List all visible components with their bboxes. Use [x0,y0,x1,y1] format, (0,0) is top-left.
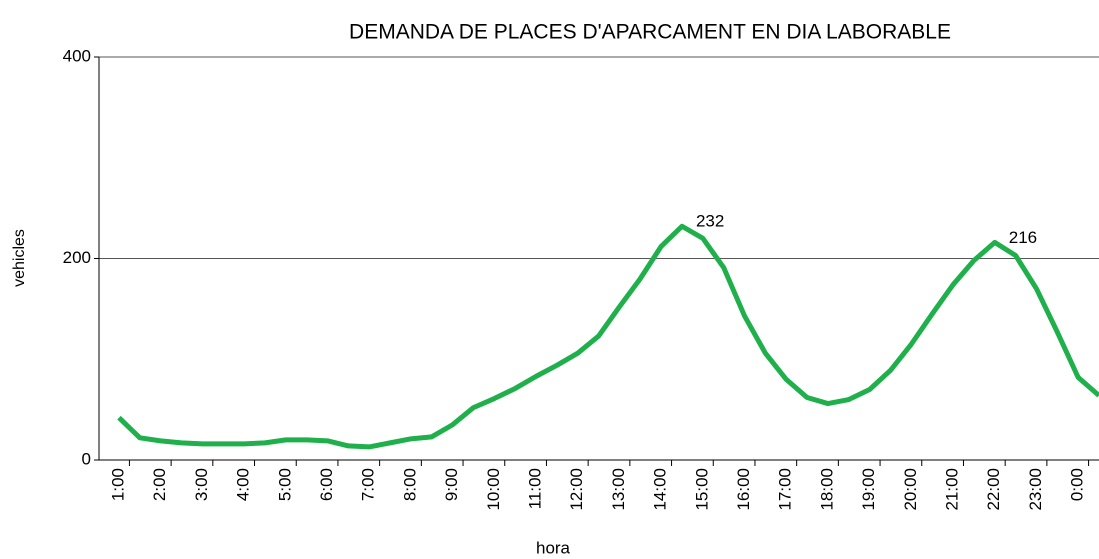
x-tick-label: 0:00 [1068,468,1087,501]
x-tick-label: 8:00 [400,468,419,501]
x-tick-label: 1:00 [108,468,127,501]
x-tick-label: 12:00 [567,468,586,511]
x-tick-label: 23:00 [1026,468,1045,511]
y-tick-label: 200 [63,248,91,267]
x-tick-label: 3:00 [192,468,211,501]
x-tick-label: 7:00 [359,468,378,501]
x-tick-label: 20:00 [901,468,920,511]
x-tick-label: 14:00 [651,468,670,511]
x-tick-label: 9:00 [442,468,461,501]
chart-title: DEMANDA DE PLACES D'APARCAMENT EN DIA LA… [349,21,951,44]
x-tick-label: 19:00 [859,468,878,511]
y-tick-label: 0 [82,449,91,468]
x-tick-label: 17:00 [776,468,795,511]
x-tick-label: 6:00 [317,468,336,501]
x-tick-label: 16:00 [734,468,753,511]
x-tick-label: 5:00 [275,468,294,501]
data-label: 232 [696,212,724,231]
x-tick-label: 10:00 [484,468,503,511]
x-tick-label: 21:00 [943,468,962,511]
x-tick-label: 15:00 [692,468,711,511]
x-tick-label: 13:00 [609,468,628,511]
x-tick-label: 4:00 [234,468,253,501]
x-tick-label: 22:00 [984,468,1003,511]
x-tick-label: 11:00 [526,468,545,509]
x-axis-label: hora [536,538,571,557]
x-tick-label: 18:00 [817,468,836,511]
y-axis-label: vehicles [11,229,28,287]
x-tick-label: 2:00 [150,468,169,501]
y-tick-label: 400 [63,46,91,65]
data-line [117,223,1099,450]
data-label: 216 [1009,228,1037,247]
